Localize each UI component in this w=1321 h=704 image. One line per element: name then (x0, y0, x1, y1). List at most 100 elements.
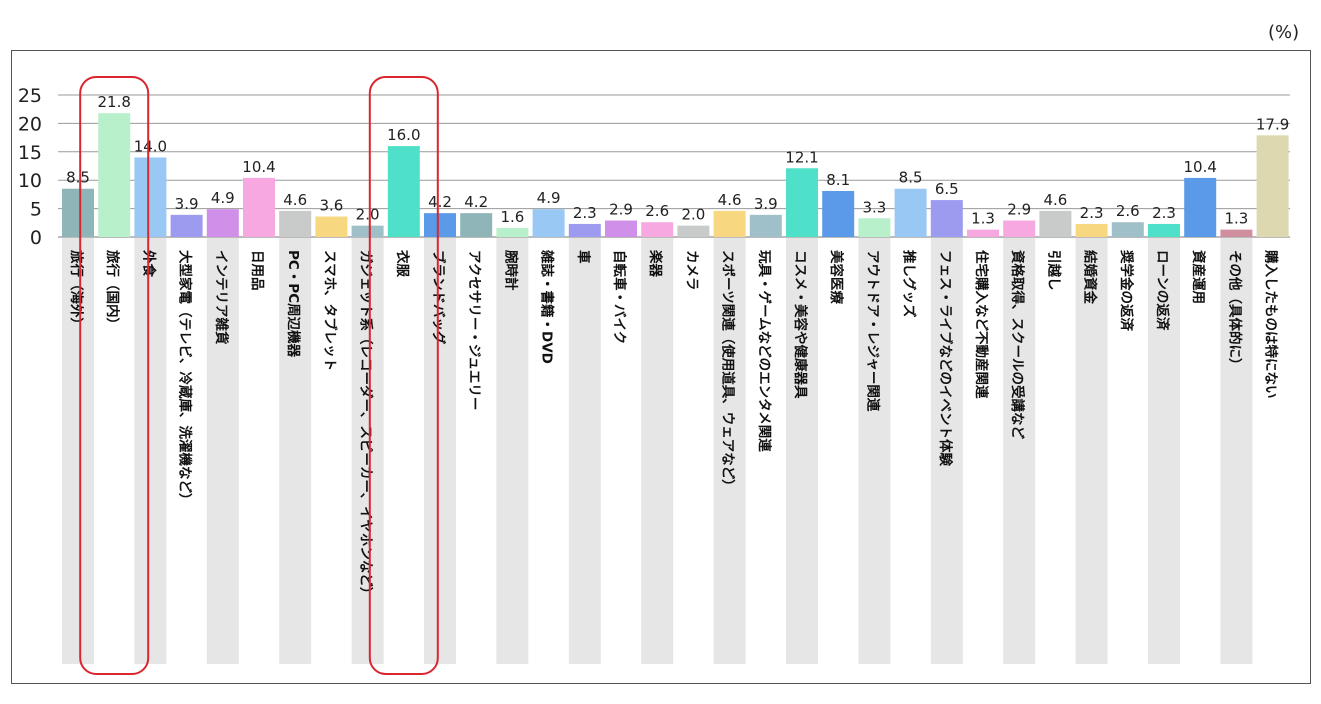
bar (641, 222, 674, 237)
category-label: アクセサリー・ジュエリー (466, 250, 482, 410)
category-label: フェス・ライブなどのイベント体験 (937, 250, 954, 466)
y-axis: 0 5 10 15 20 25 (18, 85, 42, 249)
label-band (134, 238, 167, 664)
value-label: 2.3 (573, 204, 597, 222)
bar (1220, 229, 1253, 237)
value-label: 1.6 (500, 208, 524, 226)
value-label: 6.5 (935, 180, 959, 198)
label-band (713, 238, 746, 664)
value-label: 1.3 (971, 210, 995, 228)
value-label: 8.5 (899, 169, 923, 187)
value-label: 10.4 (242, 158, 275, 176)
value-label: 2.0 (356, 206, 380, 224)
y-tick-label: 15 (18, 142, 42, 164)
bar (315, 216, 348, 237)
category-label: 日用品 (249, 250, 265, 291)
category-label: 住宅購入など不動産関連 (973, 250, 990, 399)
category-label: 大型家電（テレビ、冷蔵庫、洗濯機など） (177, 250, 194, 507)
category-label: 引越し (1045, 250, 1062, 291)
value-label: 3.9 (175, 195, 199, 213)
value-label: 12.1 (785, 148, 818, 166)
label-band (786, 238, 818, 664)
category-label: スマホ、タブレット (321, 250, 338, 371)
label-band (279, 238, 312, 664)
category-label: 購入したものは特にない (1263, 249, 1280, 399)
category-label: 旅行（国内） (104, 250, 121, 331)
bar (1003, 220, 1036, 237)
bar (424, 213, 456, 237)
category-label: ガジェット系（レコーダー、スピーカー、イヤホンなど） (358, 250, 375, 600)
bar (677, 225, 710, 237)
bar (1256, 135, 1289, 237)
bar (894, 188, 927, 237)
category-label: 衣服 (394, 250, 411, 277)
label-bands (62, 238, 1253, 664)
category-label: 推しグッズ (901, 250, 918, 318)
category-label: 旅行（海外） (68, 250, 85, 331)
bar (605, 220, 637, 237)
value-label: 4.6 (718, 191, 742, 209)
bar (496, 227, 529, 237)
category-label: 腕時計 (502, 250, 519, 291)
value-label: 4.2 (428, 193, 452, 211)
value-label: 21.8 (97, 93, 130, 111)
bar (387, 146, 420, 237)
category-label: スポーツ関連（使用道具、ウェアなど） (720, 250, 737, 493)
category-label: その他（具体的に） (1226, 250, 1243, 372)
value-label: 3.3 (862, 198, 886, 216)
value-label: 2.0 (681, 206, 705, 224)
label-band (858, 238, 891, 664)
value-label: 8.1 (826, 171, 850, 189)
value-label: 17.9 (1256, 115, 1289, 133)
category-label: コスメ・美容や健康器具 (792, 250, 809, 399)
bar (1111, 222, 1144, 237)
value-label: 4.6 (1043, 191, 1067, 209)
value-label: 4.2 (464, 193, 488, 211)
label-band (496, 238, 529, 664)
y-tick-label: 25 (18, 85, 42, 107)
value-label: 4.9 (211, 189, 235, 207)
bar (532, 209, 565, 237)
value-label: 2.6 (1116, 202, 1140, 220)
label-band (1075, 238, 1108, 664)
value-label: 3.6 (319, 197, 343, 215)
label-band (424, 238, 456, 664)
bar (62, 188, 94, 237)
category-label: 結婚資金 (1082, 250, 1099, 304)
bar (243, 177, 275, 237)
category-label: PC・PC周辺機器 (285, 250, 302, 358)
bar (749, 214, 782, 237)
y-tick-label: 5 (30, 199, 42, 221)
highlight-box (368, 76, 439, 675)
label-band (1220, 238, 1253, 664)
label-band (930, 238, 963, 664)
category-label: 美容医療 (828, 250, 845, 304)
bar (170, 214, 203, 237)
value-label: 2.3 (1152, 204, 1176, 222)
bar (98, 113, 131, 237)
category-label: 資産運用 (1190, 250, 1207, 304)
label-band (351, 238, 384, 664)
label-band (568, 238, 601, 664)
chart-frame (11, 50, 1311, 684)
label-band (1148, 238, 1180, 664)
value-label: 2.9 (1007, 201, 1031, 219)
category-label: 雑誌・書籍・DVD (539, 249, 556, 364)
category-label: 楽器 (647, 249, 664, 277)
bar (460, 213, 493, 237)
value-label: 4.9 (537, 189, 561, 207)
bar (858, 218, 891, 237)
bar (786, 168, 818, 237)
value-label: 8.5 (66, 169, 90, 187)
value-label: 4.6 (283, 191, 307, 209)
bars (62, 113, 1289, 237)
value-label: 2.6 (645, 202, 669, 220)
bar (967, 229, 999, 237)
bar (1039, 210, 1072, 237)
category-label: カメラ (683, 250, 699, 291)
bar (279, 210, 312, 237)
value-label: 2.3 (1080, 204, 1104, 222)
bar (351, 225, 384, 237)
label-band (1003, 238, 1036, 664)
